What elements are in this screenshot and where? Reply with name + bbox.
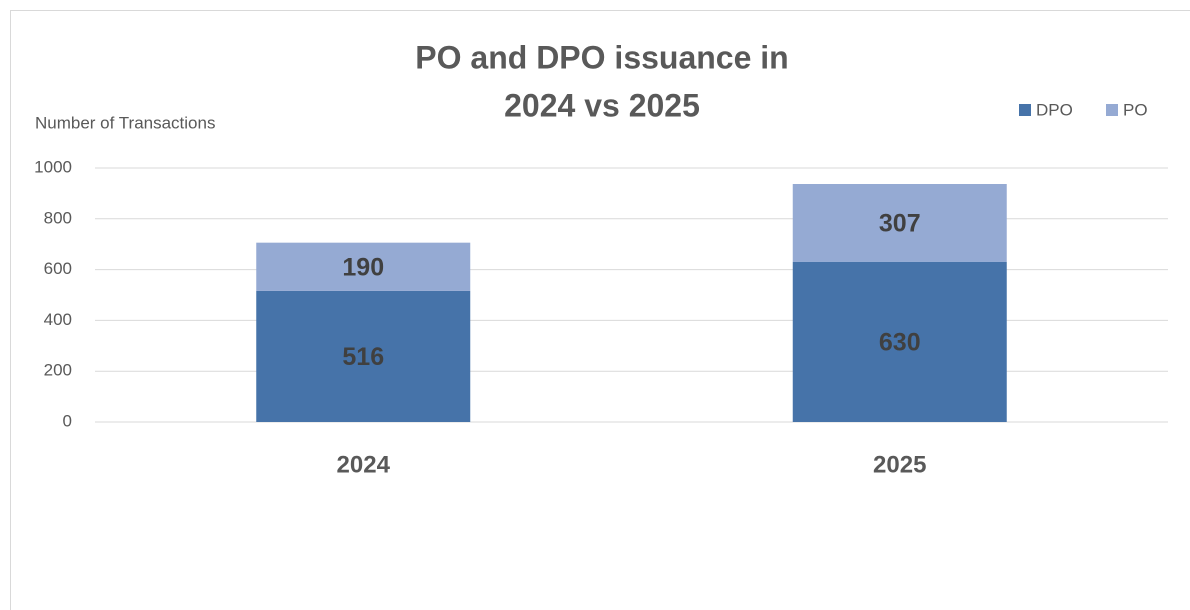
y-tick-label: 1000	[34, 157, 72, 176]
legend-label: PO	[1123, 100, 1148, 119]
data-label: 307	[879, 210, 921, 238]
y-tick-label: 200	[44, 361, 72, 380]
chart-title: 2024 vs 2025	[504, 87, 700, 123]
bar-segment	[792, 261, 1007, 422]
bar-segment	[256, 242, 471, 291]
bar-segment	[256, 290, 471, 422]
chart-title: PO and DPO issuance in	[415, 39, 788, 75]
data-label: 190	[342, 253, 384, 281]
y-tick-label: 800	[44, 208, 72, 227]
y-tick-label: 600	[44, 259, 72, 278]
y-tick-label: 400	[44, 310, 72, 329]
legend-label: DPO	[1036, 100, 1073, 119]
y-axis-label: Number of Transactions	[35, 113, 215, 132]
bar-segment	[792, 184, 1007, 262]
chart-border	[10, 10, 1190, 610]
data-label: 630	[879, 329, 921, 357]
x-tick-label: 2024	[337, 451, 391, 478]
data-label: 516	[342, 343, 384, 371]
legend-swatch	[1019, 104, 1031, 116]
legend-swatch	[1106, 104, 1118, 116]
y-tick-label: 0	[63, 411, 72, 430]
x-tick-label: 2025	[873, 451, 926, 478]
